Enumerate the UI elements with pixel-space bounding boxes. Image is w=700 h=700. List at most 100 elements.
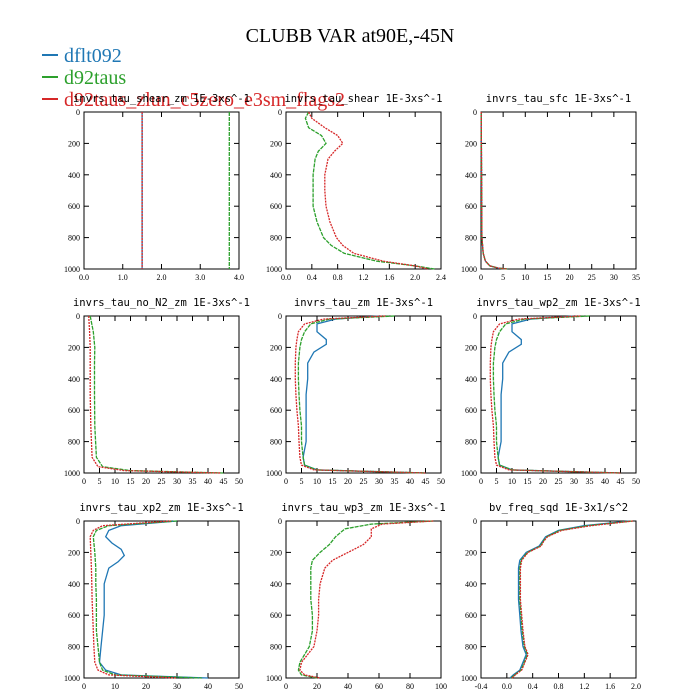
y-tick-label: 200: [465, 139, 477, 148]
plot-frame: [83, 111, 240, 270]
y-tick-label: 600: [68, 202, 80, 211]
y-tick-label: 400: [270, 171, 282, 180]
x-tick-label: 0: [284, 682, 288, 691]
x-tick-label: 60: [375, 682, 383, 691]
x-tick-label: 10: [111, 477, 119, 486]
x-tick-label: 35: [586, 477, 594, 486]
y-tick-label: 800: [68, 438, 80, 447]
x-tick-label: 1.0: [118, 273, 128, 282]
y-tick-label: 0: [278, 108, 282, 117]
x-tick-label: 50: [632, 477, 640, 486]
y-tick-label: 800: [465, 234, 477, 243]
y-tick-label: 400: [270, 375, 282, 384]
x-tick-label: 30: [173, 682, 181, 691]
series-line: [98, 520, 209, 679]
x-tick-label: 5: [300, 477, 304, 486]
legend: dflt092d92tausd92taus_zlun_c5zero_e3sm_f…: [42, 45, 345, 111]
y-tick-label: 600: [465, 406, 477, 415]
panel-title: invrs_tau_wp2_zm 1E-3xs^-1: [476, 297, 640, 309]
x-tick-label: 40: [601, 477, 609, 486]
y-tick-label: 1000: [461, 674, 477, 683]
y-tick-label: 0: [473, 517, 477, 526]
x-tick-label: 50: [437, 477, 445, 486]
x-tick-label: 4.0: [234, 273, 244, 282]
x-tick-label: 0: [479, 273, 483, 282]
x-tick-label: 20: [566, 273, 574, 282]
y-tick-label: 0: [473, 312, 477, 321]
y-tick-label: 400: [465, 375, 477, 384]
x-tick-label: 1.2: [359, 273, 369, 282]
x-tick-label: -0.4: [475, 682, 488, 691]
x-tick-label: 0.8: [554, 682, 564, 691]
y-tick-label: 200: [270, 343, 282, 352]
x-tick-label: 50: [235, 682, 243, 691]
y-tick-label: 0: [473, 108, 477, 117]
x-tick-label: 30: [610, 273, 618, 282]
x-tick-label: 1.6: [605, 682, 615, 691]
plot-frame: [285, 520, 442, 679]
x-tick-label: 0: [82, 682, 86, 691]
x-tick-label: 25: [588, 273, 596, 282]
series-line: [480, 111, 508, 270]
y-tick-label: 600: [465, 202, 477, 211]
plot-frame: [480, 315, 637, 474]
legend-label: d92taus: [64, 67, 126, 89]
x-tick-label: 10: [521, 273, 529, 282]
y-tick-label: 1000: [266, 674, 282, 683]
x-tick-label: 20: [142, 682, 150, 691]
x-tick-label: 0.0: [281, 273, 291, 282]
legend-entry: dflt092: [42, 45, 122, 67]
y-tick-label: 1000: [64, 265, 80, 274]
y-tick-label: 1000: [266, 265, 282, 274]
x-tick-label: 35: [632, 273, 640, 282]
panel-title: invrs_tau_wp3_zm 1E-3xs^-1: [281, 502, 445, 514]
x-tick-label: 0: [284, 477, 288, 486]
x-tick-label: 40: [204, 682, 212, 691]
x-tick-label: 30: [375, 477, 383, 486]
panel-title: invrs_tau_zm 1E-3xs^-1: [294, 297, 433, 309]
panel-title: invrs_tau_shear 1E-3xs^-1: [284, 93, 442, 105]
x-tick-label: 20: [313, 682, 321, 691]
x-tick-label: 25: [360, 477, 368, 486]
y-tick-label: 800: [68, 643, 80, 652]
series-line: [304, 111, 435, 270]
x-tick-label: 0: [479, 477, 483, 486]
series-line: [89, 315, 224, 474]
series-line: [294, 315, 426, 474]
y-tick-label: 200: [270, 548, 282, 557]
y-tick-label: 400: [270, 580, 282, 589]
legend-label: dflt092: [64, 45, 122, 67]
legend-entry: d92taus_zlun_c5zero_e3sm_flags2: [42, 89, 345, 111]
x-tick-label: 1.2: [579, 682, 589, 691]
y-tick-label: 0: [76, 517, 80, 526]
panel-title: invrs_tau_shear_zm 1E-3xs^-1: [73, 93, 250, 105]
y-tick-label: 800: [270, 438, 282, 447]
x-tick-label: 0.0: [502, 682, 512, 691]
panel-title: invrs_tau_no_N2_zm 1E-3xs^-1: [73, 297, 250, 309]
y-tick-label: 800: [68, 234, 80, 243]
y-tick-label: 200: [68, 343, 80, 352]
series-line: [492, 315, 621, 474]
x-tick-label: 25: [555, 477, 563, 486]
y-tick-label: 200: [68, 548, 80, 557]
plot-frame: [285, 111, 442, 270]
panel-title: invrs_tau_sfc 1E-3xs^-1: [486, 93, 631, 105]
series-line: [297, 315, 426, 474]
y-tick-label: 1000: [461, 469, 477, 478]
plot-frame: [285, 315, 442, 474]
series-line: [89, 520, 178, 679]
panel: invrs_tau_no_N2_zm 1E-3xs^-1020040060080…: [64, 297, 250, 486]
series-line: [299, 520, 434, 679]
y-tick-label: 0: [76, 108, 80, 117]
series-line: [308, 111, 429, 270]
x-tick-label: 0.8: [333, 273, 343, 282]
x-tick-label: 35: [391, 477, 399, 486]
panel: invrs_tau_shear_zm 1E-3xs^-1 0 200 400 600 80…: [64, 93, 250, 282]
x-tick-label: 30: [173, 477, 181, 486]
y-tick-label: 400: [68, 171, 80, 180]
panel: invrs_tau_zm 1E-3xs^-1020040060080010000…: [266, 297, 445, 486]
x-tick-label: 0.4: [528, 682, 538, 691]
y-tick-label: 1000: [64, 674, 80, 683]
y-tick-label: 400: [465, 171, 477, 180]
x-tick-label: 10: [111, 682, 119, 691]
